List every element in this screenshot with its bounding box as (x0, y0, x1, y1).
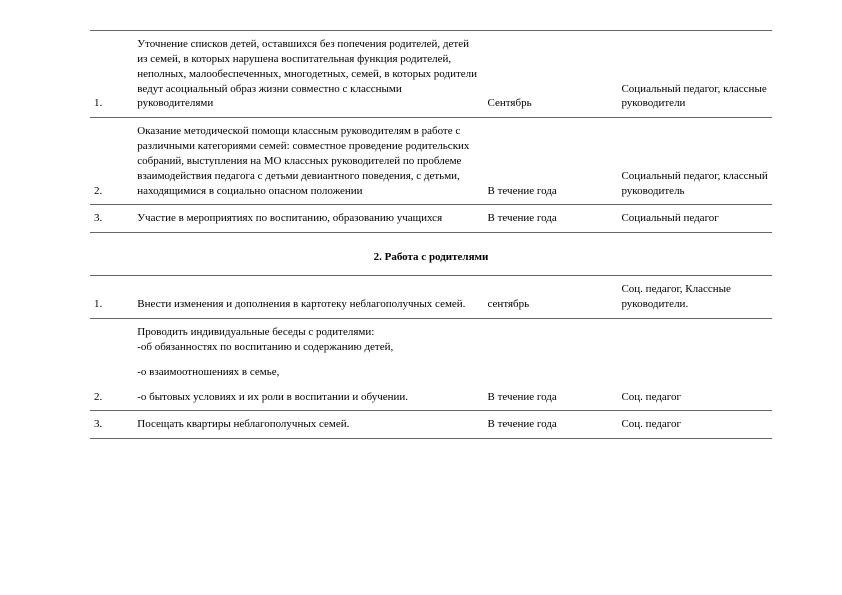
row-number: 3. (90, 411, 133, 439)
table-row: 2. Проводить индивидуальные беседы с род… (90, 318, 772, 410)
row-description: Внести изменения и дополнения в картотек… (133, 276, 483, 319)
row-timeframe: В течение года (484, 318, 618, 410)
activities-table-2: 1. Внести изменения и дополнения в карто… (90, 275, 772, 439)
row-number: 1. (90, 276, 133, 319)
row-timeframe: В течение года (484, 411, 618, 439)
row-responsible: Социальный педагог, классный руководител… (617, 118, 772, 205)
row-description: Участие в мероприятиях по воспитанию, об… (133, 205, 483, 233)
desc-line: Проводить индивидуальные беседы с родите… (137, 325, 479, 340)
row-description: Проводить индивидуальные беседы с родите… (133, 318, 483, 410)
row-number: 2. (90, 118, 133, 205)
desc-line: -об обязанностях по воспитанию и содержа… (137, 340, 479, 355)
desc-line: -о взаимоотношениях в семье, (137, 365, 479, 380)
row-timeframe: Сентябрь (484, 31, 618, 118)
row-number: 3. (90, 205, 133, 233)
row-responsible: Соц. педагог (617, 318, 772, 410)
section-heading-parents: 2. Работа с родителями (90, 251, 772, 263)
row-responsible: Социальный педагог (617, 205, 772, 233)
row-timeframe: В течение года (484, 118, 618, 205)
table-row: 1. Внести изменения и дополнения в карто… (90, 276, 772, 319)
row-number: 1. (90, 31, 133, 118)
row-timeframe: В течение года (484, 205, 618, 233)
row-description: Оказание методической помощи классным ру… (133, 118, 483, 205)
activities-table-1: 1. Уточнение списков детей, оставшихся б… (90, 30, 772, 233)
table-row: 2. Оказание методической помощи классным… (90, 118, 772, 205)
table-row: 1. Уточнение списков детей, оставшихся б… (90, 31, 772, 118)
row-responsible: Соц. педагог (617, 411, 772, 439)
desc-line: -о бытовых условиях и их роли в воспитан… (137, 390, 479, 405)
row-responsible: Соц. педагог, Классные руководители. (617, 276, 772, 319)
table-row: 3. Посещать квартиры неблагополучных сем… (90, 411, 772, 439)
row-description: Посещать квартиры неблагополучных семей. (133, 411, 483, 439)
row-description: Уточнение списков детей, оставшихся без … (133, 31, 483, 118)
row-number: 2. (90, 318, 133, 410)
table-row: 3. Участие в мероприятиях по воспитанию,… (90, 205, 772, 233)
row-responsible: Социальный педагог, классные руководител… (617, 31, 772, 118)
row-timeframe: сентябрь (484, 276, 618, 319)
